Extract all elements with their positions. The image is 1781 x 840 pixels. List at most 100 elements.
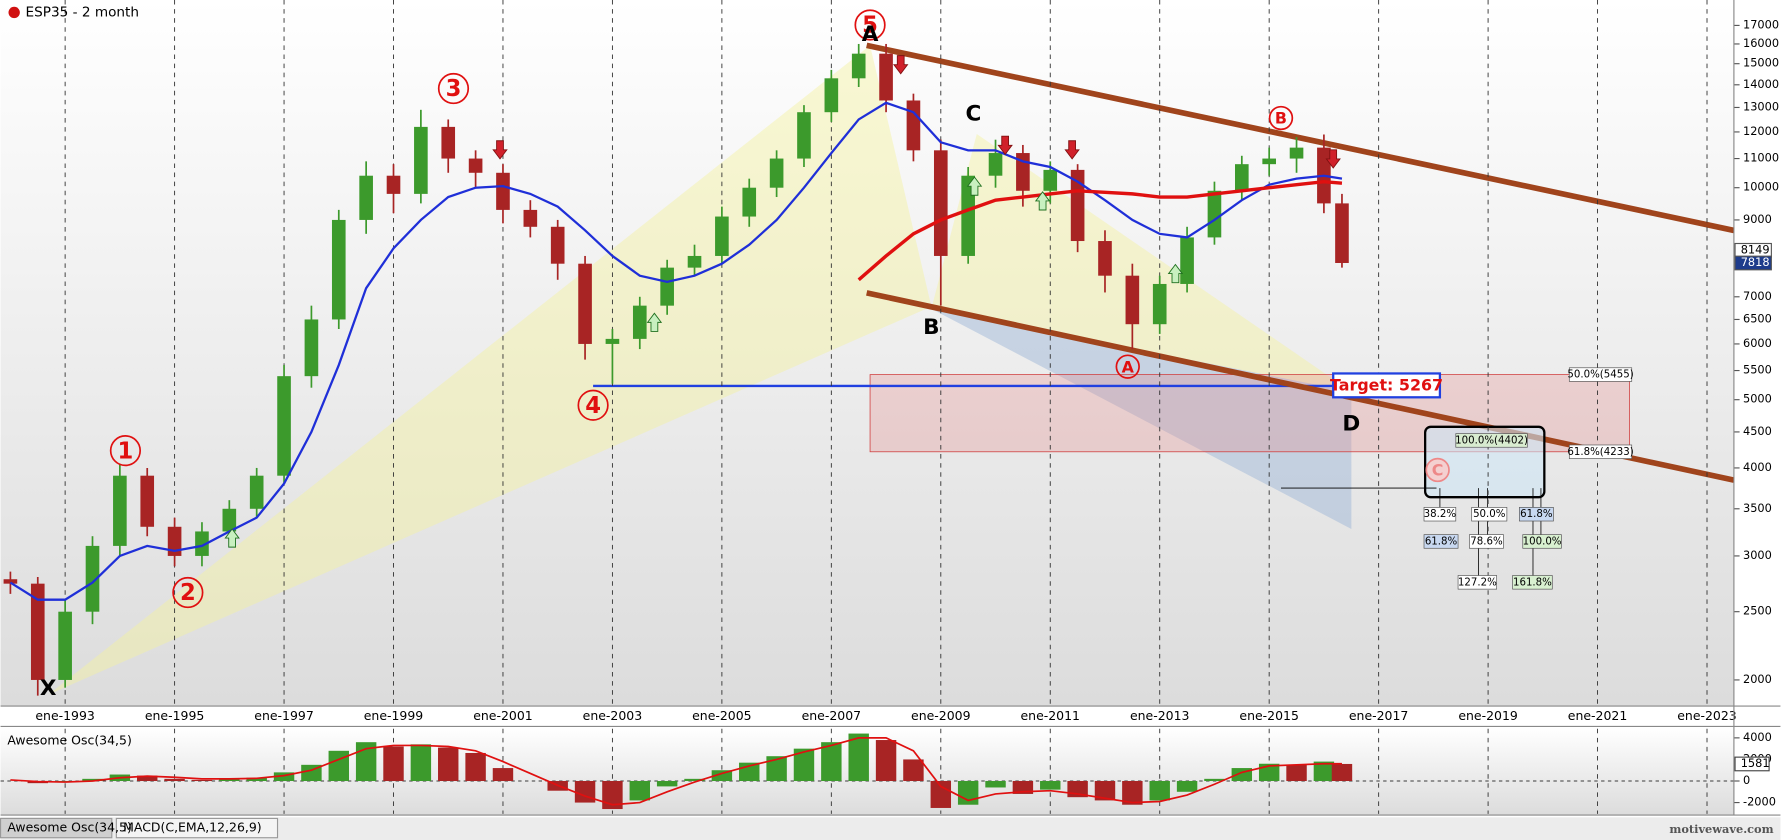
y-tick-label: 2000	[1743, 672, 1772, 686]
fib-label-box	[1522, 534, 1562, 549]
y-tick-label: 14000	[1743, 77, 1779, 91]
osc-bar	[1040, 781, 1061, 790]
candle-body	[1070, 169, 1085, 242]
candle-body	[1234, 164, 1249, 191]
buy-arrow	[224, 528, 240, 548]
osc-bar	[355, 742, 377, 782]
tab[interactable]	[0, 817, 113, 839]
candle-body	[988, 153, 1003, 176]
osc-bar	[191, 779, 213, 782]
osc-bar	[1176, 781, 1198, 792]
osc-bar	[219, 778, 240, 782]
y-tick-label: 3500	[1743, 501, 1772, 515]
trendline	[866, 42, 1735, 234]
fib-label: 127.2%	[1458, 577, 1497, 588]
signal-line	[10, 737, 1342, 806]
candle-body	[1098, 241, 1112, 276]
osc-bar	[137, 775, 158, 782]
tab[interactable]	[115, 817, 279, 839]
candle-body	[742, 187, 757, 217]
fib-label: 78.6%	[1470, 536, 1503, 547]
x-tick-label: ene-2021	[1568, 708, 1627, 723]
harmonic-triangle	[48, 45, 932, 695]
price-panel	[0, 0, 1734, 707]
osc-bar	[1094, 781, 1116, 801]
sell-arrow	[892, 55, 909, 75]
candle-body	[222, 508, 237, 532]
fib-label: 50.0%(5455)	[1567, 370, 1633, 381]
candle-body	[550, 226, 565, 264]
target-box	[1332, 372, 1442, 399]
osc-bar	[438, 747, 459, 782]
y-tick-label: -2000	[1743, 795, 1776, 809]
last-value-box	[1734, 756, 1770, 772]
y-tick-label: 2500	[1743, 604, 1772, 618]
fib-label-box	[1469, 534, 1504, 549]
fib-label: 100.0%(4402)	[1455, 435, 1528, 446]
y-tick-label: 16000	[1743, 36, 1779, 50]
moving-average	[9, 101, 1343, 601]
candle-body	[167, 526, 182, 556]
osc-bar	[1149, 781, 1170, 801]
candle-body	[906, 100, 921, 151]
price-box	[1734, 255, 1772, 271]
fib-label-box	[1471, 507, 1508, 522]
buy-arrow	[646, 312, 663, 332]
candle-body	[304, 319, 319, 377]
y-tick-label: 6000	[1743, 336, 1772, 350]
fib-label-box	[1519, 507, 1554, 522]
candle-body	[249, 475, 264, 509]
buy-arrow	[1167, 263, 1184, 284]
osc-bar	[246, 777, 267, 782]
y-tick-label: 0	[1743, 773, 1750, 787]
osc-bar	[1012, 781, 1034, 794]
tab-label[interactable]: MACD(C,EMA,12,26,9)	[123, 820, 262, 835]
osc-bar	[492, 768, 514, 782]
osc-bar	[985, 781, 1006, 788]
y-tick-label: 4000	[1743, 460, 1772, 474]
candle-body	[1152, 283, 1167, 325]
candle-body	[1289, 147, 1304, 159]
fib-label: 38.2%	[1424, 509, 1457, 520]
osc-bar	[1313, 761, 1335, 782]
fib-label: 161.8%	[1513, 577, 1552, 588]
wave-circle	[172, 576, 204, 609]
x-tick-label: ene-1999	[364, 708, 424, 723]
x-tick-label: ene-2001	[473, 708, 532, 723]
y-tick-label: 7000	[1743, 289, 1772, 303]
candle-body	[1262, 158, 1276, 165]
fib-label: 61.8%(4233)	[1567, 447, 1633, 458]
candle-body	[30, 583, 45, 680]
candle-body	[605, 338, 620, 344]
last-value-label: 1581	[1741, 756, 1770, 770]
y-tick-label: 15000	[1743, 56, 1779, 70]
fib-label-box	[1423, 534, 1459, 549]
y-tick-label: 6500	[1743, 311, 1772, 325]
y-tick-label: 5500	[1743, 363, 1772, 377]
tab-label[interactable]: Awesome Osc(34,5)	[7, 820, 131, 835]
x-tick-label: ene-2023	[1677, 708, 1736, 723]
candle-body	[824, 78, 839, 113]
candle-body	[195, 531, 209, 556]
fib-label-box	[1457, 575, 1498, 590]
osc-bar	[1258, 763, 1280, 782]
price-label: 7818	[1741, 255, 1770, 269]
wave-label: B	[1275, 109, 1287, 128]
y-tick-label: 5000	[1743, 392, 1772, 406]
osc-bar	[273, 772, 295, 782]
osc-bar	[821, 742, 842, 782]
wave-circle	[577, 389, 609, 421]
sell-arrow	[1325, 149, 1341, 169]
buy-arrow	[966, 176, 983, 196]
candle-body	[277, 376, 291, 476]
watermark: motivewave.com	[1669, 822, 1773, 836]
candle-body	[851, 53, 866, 79]
x-tick-label: ene-2013	[1130, 708, 1189, 723]
wave-label: B	[923, 315, 939, 340]
tab-bar	[0, 817, 1781, 840]
y-tick-label: 13000	[1743, 99, 1779, 113]
candle-body	[578, 263, 592, 344]
sell-arrow	[997, 135, 1013, 156]
candle-body	[879, 53, 893, 101]
fib-label-box	[1455, 433, 1528, 448]
